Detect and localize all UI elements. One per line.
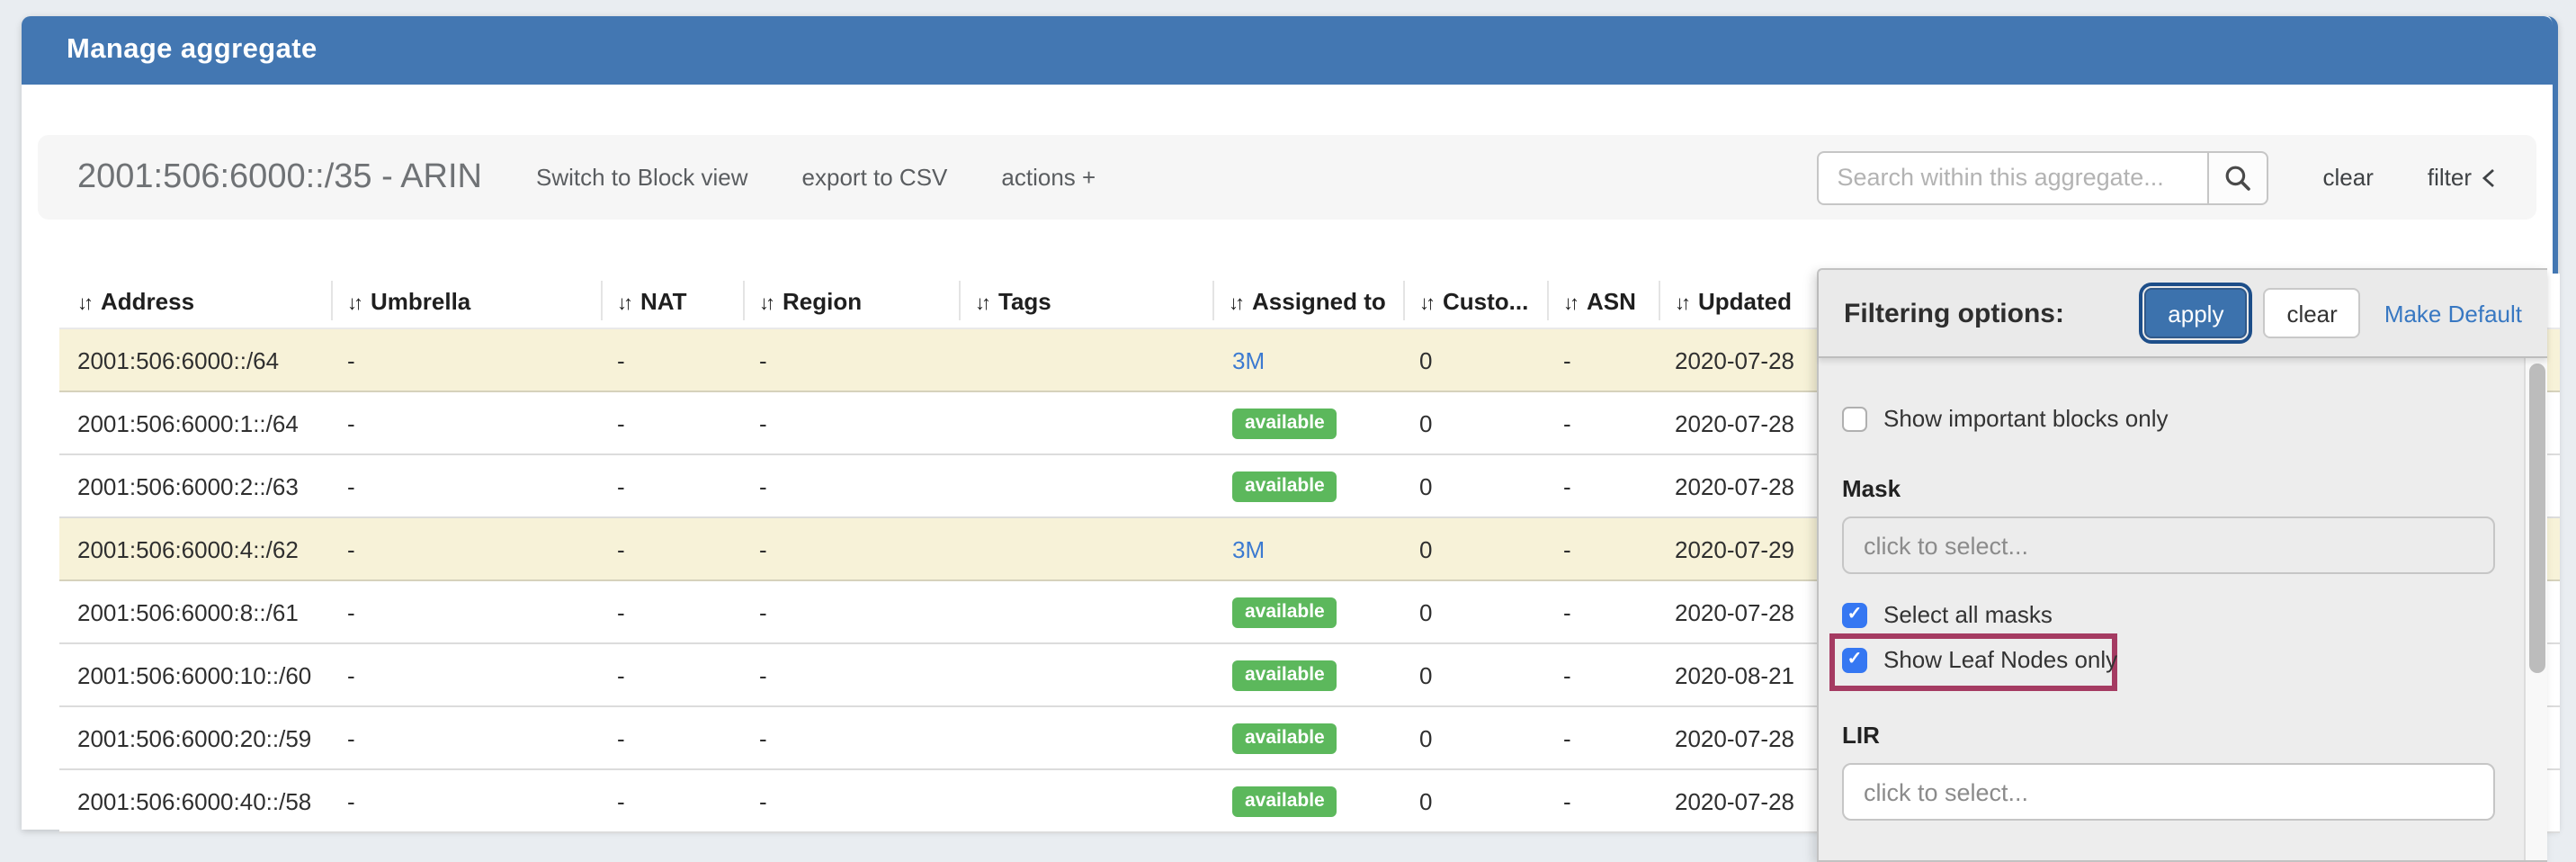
make-default-link[interactable]: Make Default (2384, 300, 2522, 327)
column-header-nat[interactable]: ↓↑ NAT (601, 274, 743, 328)
search-icon (2224, 163, 2253, 192)
assigned-to-link[interactable]: 3M (1232, 346, 1266, 373)
clear-filter-button[interactable]: clear (2263, 288, 2361, 338)
aggregate-toolbar: 2001:506:6000::/35 - ARIN Switch to Bloc… (38, 135, 2536, 220)
filter-toggle-button[interactable]: filter (2428, 164, 2497, 191)
apply-filter-button[interactable]: apply (2139, 283, 2253, 344)
cell-address: 2001:506:6000::/64 (77, 346, 280, 373)
panel-header-bar: Manage aggregate (22, 16, 2553, 85)
sort-icon: ↓↑ (975, 292, 991, 314)
checkmark-icon: ✓ (1847, 604, 1863, 624)
show-leaf-nodes-checkbox[interactable]: ✓ (1842, 647, 1867, 672)
column-header-tags[interactable]: ↓↑ Tags (959, 274, 1212, 328)
column-header-assigned-to[interactable]: ↓↑ Assigned to (1212, 274, 1403, 328)
checkmark-icon: ✓ (1847, 649, 1863, 669)
checkbox-label: Select all masks (1883, 601, 2053, 628)
export-to-csv-link[interactable]: export to CSV (801, 164, 948, 191)
status-badge-available[interactable]: available (1232, 409, 1337, 439)
switch-to-block-view-link[interactable]: Switch to Block view (536, 164, 748, 191)
cell-address: 2001:506:6000:1::/64 (77, 409, 299, 436)
status-badge-available[interactable]: available (1232, 660, 1337, 691)
sort-icon: ↓↑ (77, 292, 94, 314)
checkbox-label: Show Leaf Nodes only (1883, 646, 2118, 673)
filtering-options-panel: Filtering options: apply clear Make Defa… (1817, 268, 2547, 862)
sort-icon: ↓↑ (1563, 292, 1579, 314)
filter-toggle-label: filter (2427, 164, 2472, 191)
show-important-blocks-checkbox[interactable] (1842, 406, 1867, 431)
status-badge-available[interactable]: available (1232, 471, 1337, 502)
lir-select-placeholder: click to select... (1864, 778, 2029, 805)
cell-address: 2001:506:6000:8::/61 (77, 598, 299, 625)
manage-aggregate-panel: Manage aggregate 2001:506:6000::/35 - AR… (22, 16, 2560, 862)
cell-address: 2001:506:6000:40::/58 (77, 787, 312, 814)
sort-icon: ↓↑ (1675, 292, 1691, 314)
mask-select[interactable]: click to select... (1842, 516, 2495, 574)
page-title: Manage aggregate (67, 34, 318, 65)
search-button[interactable] (2207, 150, 2269, 204)
status-badge-available[interactable]: available (1232, 723, 1337, 754)
actions-menu-button[interactable]: actions + (1001, 164, 1096, 191)
filter-panel-title: Filtering options: (1844, 298, 2064, 328)
sort-icon: ↓↑ (617, 292, 633, 314)
show-important-blocks-checkbox-row[interactable]: Show important blocks only (1842, 405, 2493, 432)
column-header-customers[interactable]: ↓↑ Custo... (1403, 274, 1547, 328)
cell-address: 2001:506:6000:2::/63 (77, 472, 299, 499)
sort-icon: ↓↑ (759, 292, 775, 314)
filter-panel-scrollbar-track[interactable] (2524, 358, 2547, 860)
screen: Manage aggregate 2001:506:6000::/35 - AR… (22, 16, 2560, 862)
sort-icon: ↓↑ (1419, 292, 1436, 314)
select-all-masks-checkbox[interactable]: ✓ (1842, 602, 1867, 627)
chevron-left-icon (2481, 166, 2497, 188)
status-badge-available[interactable]: available (1232, 786, 1337, 817)
cell-address: 2001:506:6000:4::/62 (77, 535, 299, 562)
search-input[interactable] (1817, 150, 2208, 204)
mask-select-placeholder: click to select... (1864, 532, 2029, 559)
select-all-masks-checkbox-row[interactable]: ✓ Select all masks (1842, 601, 2493, 628)
sort-icon: ↓↑ (1229, 292, 1245, 314)
checkbox-label: Show important blocks only (1883, 405, 2169, 432)
search-group (1817, 150, 2269, 204)
toolbar-right-group: clear filter (1817, 150, 2498, 204)
filter-panel-header: Filtering options: apply clear Make Defa… (1819, 270, 2547, 358)
filter-panel-body: Show important blocks only Mask click to… (1819, 358, 2547, 821)
lir-section-label: LIR (1842, 722, 1880, 749)
status-badge-available[interactable]: available (1232, 597, 1337, 628)
assigned-to-link[interactable]: 3M (1232, 535, 1266, 562)
aggregate-title: 2001:506:6000::/35 - ARIN (77, 157, 482, 195)
column-header-umbrella[interactable]: ↓↑ Umbrella (331, 274, 601, 328)
show-leaf-nodes-checkbox-row[interactable]: ✓ Show Leaf Nodes only (1842, 646, 2117, 673)
column-header-asn[interactable]: ↓↑ ASN (1547, 274, 1659, 328)
leaf-nodes-highlight-box: ✓ Show Leaf Nodes only (1829, 633, 2117, 691)
filter-panel-scrollbar-thumb[interactable] (2529, 364, 2545, 673)
cell-address: 2001:506:6000:10::/60 (77, 661, 312, 688)
cell-address: 2001:506:6000:20::/59 (77, 724, 312, 751)
lir-select[interactable]: click to select... (1842, 763, 2495, 821)
column-header-address[interactable]: ↓↑ Address (59, 274, 331, 328)
column-header-region[interactable]: ↓↑ Region (743, 274, 959, 328)
sort-icon: ↓↑ (347, 292, 363, 314)
mask-section-label: Mask (1842, 475, 1901, 502)
clear-search-button[interactable]: clear (2322, 164, 2374, 191)
